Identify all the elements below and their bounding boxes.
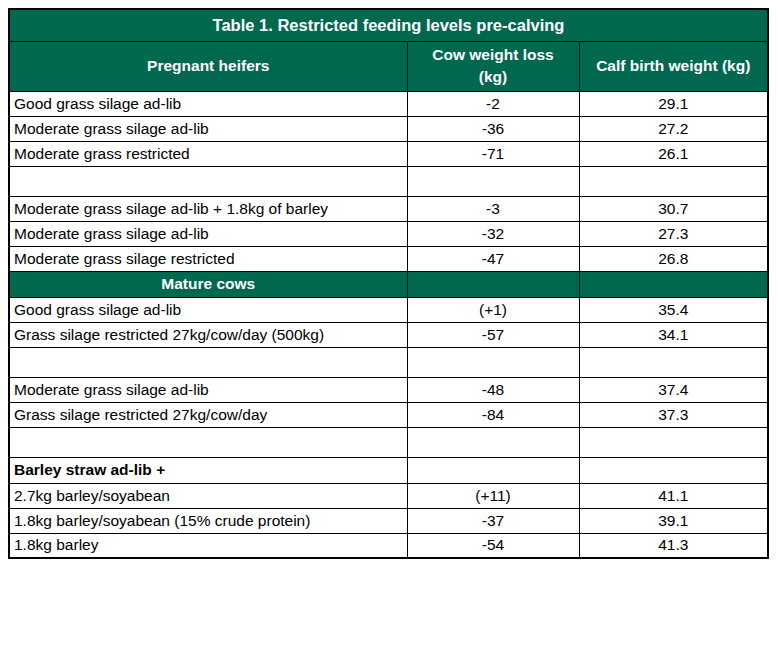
cow-weight-loss-cell: -3 — [407, 196, 579, 221]
cow-weight-loss-cell: -57 — [407, 322, 579, 347]
feeding-regime-cell — [9, 427, 407, 457]
table-row: Moderate grass silage ad-lib-4837.4 — [9, 377, 768, 402]
feeding-regime-cell: Mature cows — [9, 271, 407, 297]
cow-weight-loss-cell: -2 — [407, 91, 579, 116]
table-row: Moderate grass silage ad-lib-3227.3 — [9, 221, 768, 246]
feeding-regime-cell: Moderate grass silage restricted — [9, 246, 407, 271]
calf-birth-weight-cell: 27.3 — [579, 221, 768, 246]
table-row: Grass silage restricted 27kg/cow/day (50… — [9, 322, 768, 347]
spacer-row — [9, 166, 768, 196]
cow-weight-loss-cell: -32 — [407, 221, 579, 246]
calf-birth-weight-cell — [579, 427, 768, 457]
column-header-calf-birth-weight: Calf birth weight (kg) — [579, 41, 768, 91]
table-row: 1.8kg barley/soyabean (15% crude protein… — [9, 508, 768, 533]
restricted-feeding-table: Table 1. Restricted feeding levels pre-c… — [8, 8, 769, 559]
feeding-regime-cell: Barley straw ad-lib + — [9, 457, 407, 483]
calf-birth-weight-cell — [579, 166, 768, 196]
column-header-row: Pregnant heifers Cow weight loss (kg) Ca… — [9, 41, 768, 91]
cow-weight-loss-cell: -84 — [407, 402, 579, 427]
cow-weight-loss-cell: -37 — [407, 508, 579, 533]
feeding-regime-cell: Moderate grass silage ad-lib — [9, 116, 407, 141]
calf-birth-weight-cell: 39.1 — [579, 508, 768, 533]
feeding-regime-cell: 1.8kg barley — [9, 533, 407, 558]
feeding-regime-cell — [9, 166, 407, 196]
cow-weight-loss-cell — [407, 457, 579, 483]
calf-birth-weight-cell: 37.3 — [579, 402, 768, 427]
feeding-regime-cell: Good grass silage ad-lib — [9, 91, 407, 116]
calf-birth-weight-cell: 29.1 — [579, 91, 768, 116]
calf-birth-weight-cell: 30.7 — [579, 196, 768, 221]
calf-birth-weight-cell: 26.1 — [579, 141, 768, 166]
cow-weight-loss-cell: -54 — [407, 533, 579, 558]
cow-weight-loss-cell — [407, 271, 579, 297]
calf-birth-weight-cell: 26.8 — [579, 246, 768, 271]
calf-birth-weight-cell — [579, 347, 768, 377]
cow-weight-loss-cell: -47 — [407, 246, 579, 271]
table-row: Good grass silage ad-lib(+1)35.4 — [9, 297, 768, 322]
calf-birth-weight-cell — [579, 271, 768, 297]
cow-weight-loss-cell — [407, 347, 579, 377]
calf-birth-weight-cell: 41.1 — [579, 483, 768, 508]
section-header-row: Mature cows — [9, 271, 768, 297]
spacer-row — [9, 347, 768, 377]
table-body: Good grass silage ad-lib-229.1Moderate g… — [9, 91, 768, 558]
cow-weight-loss-cell — [407, 166, 579, 196]
feeding-regime-cell: Moderate grass silage ad-lib + 1.8kg of … — [9, 196, 407, 221]
table-row: Moderate grass restricted-7126.1 — [9, 141, 768, 166]
calf-birth-weight-cell: 35.4 — [579, 297, 768, 322]
table-title: Table 1. Restricted feeding levels pre-c… — [9, 9, 768, 41]
calf-birth-weight-cell: 41.3 — [579, 533, 768, 558]
feeding-regime-cell: Good grass silage ad-lib — [9, 297, 407, 322]
cow-weight-loss-cell — [407, 427, 579, 457]
feeding-regime-cell: Grass silage restricted 27kg/cow/day — [9, 402, 407, 427]
spacer-row — [9, 427, 768, 457]
calf-birth-weight-cell: 37.4 — [579, 377, 768, 402]
subheading-row: Barley straw ad-lib + — [9, 457, 768, 483]
table-row: 1.8kg barley-5441.3 — [9, 533, 768, 558]
table-row: 2.7kg barley/soyabean(+11)41.1 — [9, 483, 768, 508]
calf-birth-weight-cell: 34.1 — [579, 322, 768, 347]
feeding-regime-cell — [9, 347, 407, 377]
cow-weight-loss-cell: -71 — [407, 141, 579, 166]
cow-weight-loss-cell: -48 — [407, 377, 579, 402]
feeding-regime-cell: 1.8kg barley/soyabean (15% crude protein… — [9, 508, 407, 533]
feeding-regime-cell: Moderate grass silage ad-lib — [9, 377, 407, 402]
column-header-pregnant-heifers: Pregnant heifers — [9, 41, 407, 91]
feeding-regime-cell: Grass silage restricted 27kg/cow/day (50… — [9, 322, 407, 347]
calf-birth-weight-cell — [579, 457, 768, 483]
cow-weight-loss-cell: (+11) — [407, 483, 579, 508]
table-row: Moderate grass silage ad-lib + 1.8kg of … — [9, 196, 768, 221]
table-row: Moderate grass silage ad-lib-3627.2 — [9, 116, 768, 141]
table-row: Moderate grass silage restricted-4726.8 — [9, 246, 768, 271]
cow-weight-loss-cell: (+1) — [407, 297, 579, 322]
cow-weight-loss-cell: -36 — [407, 116, 579, 141]
calf-birth-weight-cell: 27.2 — [579, 116, 768, 141]
page: Table 1. Restricted feeding levels pre-c… — [0, 0, 778, 567]
table-title-row: Table 1. Restricted feeding levels pre-c… — [9, 9, 768, 41]
feeding-regime-cell: Moderate grass silage ad-lib — [9, 221, 407, 246]
table-head: Table 1. Restricted feeding levels pre-c… — [9, 9, 768, 91]
table-row: Grass silage restricted 27kg/cow/day-843… — [9, 402, 768, 427]
table-row: Good grass silage ad-lib-229.1 — [9, 91, 768, 116]
column-header-cow-weight-loss: Cow weight loss (kg) — [407, 41, 579, 91]
feeding-regime-cell: 2.7kg barley/soyabean — [9, 483, 407, 508]
feeding-regime-cell: Moderate grass restricted — [9, 141, 407, 166]
